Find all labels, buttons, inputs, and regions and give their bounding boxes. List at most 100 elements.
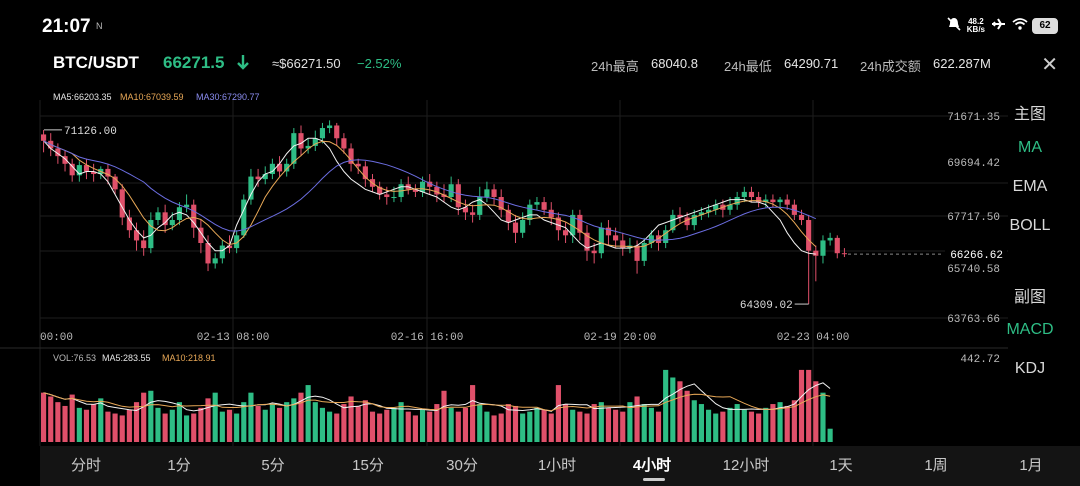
candle-down — [620, 240, 626, 249]
arrow-down-icon — [236, 54, 250, 75]
side-menu-ema[interactable]: EMA — [1012, 178, 1048, 195]
candle-down — [798, 214, 805, 221]
side-menu-macd[interactable]: MACD — [1006, 321, 1054, 338]
tab-30m[interactable]: 30分 — [446, 457, 478, 474]
tab-timeline[interactable]: 分时 — [70, 457, 101, 474]
side-menu-main: 主图 — [1013, 106, 1046, 123]
volume-bar — [262, 409, 268, 442]
volume-bar — [148, 390, 154, 442]
volume-bar — [119, 415, 125, 442]
volume-bar — [827, 428, 833, 442]
volume-bar — [176, 402, 183, 442]
candle-down — [362, 166, 368, 180]
x-axis-label: 00:00 — [40, 332, 73, 344]
candle-down — [770, 199, 776, 203]
volume-bar — [48, 396, 54, 442]
volume-bar — [620, 411, 626, 442]
x-axis-label: 02-19 20:00 — [584, 332, 657, 344]
volume-bar — [748, 411, 755, 442]
side-menu-kdj[interactable]: KDJ — [1014, 360, 1046, 377]
candle-up — [234, 235, 240, 249]
y-axis-label: 67717.50 — [947, 212, 1000, 224]
volume-bar — [641, 404, 647, 442]
side-menu-ma[interactable]: MA — [1018, 139, 1042, 156]
candle-down — [276, 163, 283, 172]
y-axis-label: 71671.35 — [947, 112, 1000, 124]
tab-12h[interactable]: 12小时 — [722, 457, 770, 474]
trading-pair[interactable]: BTC/USDT — [53, 53, 139, 72]
tab-1m[interactable]: 1分 — [167, 457, 191, 474]
high-value: 68040.8 — [651, 56, 698, 71]
tab-1w[interactable]: 1周 — [924, 457, 948, 474]
candle-up — [419, 181, 426, 192]
candle-up — [305, 145, 311, 149]
volume-bar — [269, 404, 275, 442]
volume-bar — [448, 407, 454, 442]
candle-up — [76, 165, 82, 176]
volume-bar — [484, 411, 490, 442]
tab-1d[interactable]: 1天 — [829, 457, 853, 474]
side-menu-boll[interactable]: BOLL — [1009, 217, 1051, 234]
volume-bar — [169, 409, 175, 442]
candle-down — [756, 197, 762, 203]
candle-down — [512, 222, 519, 233]
candle-down — [112, 176, 118, 190]
y-axis-label: 69694.42 — [947, 158, 1000, 170]
candle-up — [248, 176, 254, 200]
volume-bar — [462, 407, 469, 442]
ma5-line — [43, 137, 816, 255]
vol-ma5-line — [43, 382, 831, 412]
volume-bar — [777, 402, 783, 442]
candle-down — [591, 250, 597, 254]
vol-ma5-legend: MA5:283.55 — [102, 353, 151, 363]
tab-1mo[interactable]: 1月 — [1019, 457, 1043, 474]
close-icon[interactable]: ✕ — [1041, 54, 1058, 76]
candle-down — [605, 227, 612, 236]
candle-up — [176, 207, 183, 221]
volume-bar — [770, 404, 776, 442]
tab-15m[interactable]: 15分 — [352, 457, 384, 474]
candle-up — [155, 212, 161, 221]
candle-down — [841, 253, 847, 255]
candle-down — [119, 189, 125, 218]
timeframe-tabs — [40, 446, 1080, 486]
candle-up — [477, 197, 483, 215]
volume-bar — [276, 407, 283, 442]
candle-up — [641, 242, 647, 261]
candle-down — [205, 242, 211, 264]
candle-up — [312, 138, 318, 146]
volume-axis-label: 442.72 — [960, 354, 1000, 366]
candle-down — [255, 176, 261, 180]
candle-down — [91, 171, 97, 175]
volume-bar — [105, 411, 111, 442]
tab-1h[interactable]: 1小时 — [537, 457, 577, 474]
volume-bar — [212, 392, 218, 442]
candle-up — [777, 199, 783, 203]
candle-down — [105, 168, 111, 177]
candle-down — [133, 230, 140, 241]
candle-up — [691, 214, 697, 226]
last-price: 66271.5 — [163, 53, 225, 72]
candle-up — [705, 209, 712, 213]
tab-5m[interactable]: 5分 — [261, 457, 285, 474]
last-price-tag — [945, 246, 1007, 263]
volume-bar — [312, 402, 318, 442]
volume-bar — [684, 390, 690, 442]
volume-value: 622.287M — [933, 56, 991, 71]
volume-bars — [41, 369, 833, 442]
tab-4h[interactable]: 4小时 — [632, 457, 672, 474]
candle-down — [491, 189, 497, 198]
candle-down — [577, 214, 583, 233]
y-axis-label: 63763.66 — [947, 314, 1000, 326]
volume-bar — [634, 396, 640, 442]
volume-bar — [784, 405, 790, 442]
candle-up — [763, 199, 769, 203]
volume-bar — [219, 411, 225, 442]
price-chart[interactable]: 71671.35 69694.42 67717.50 65740.58 63763.66… — [0, 100, 1008, 446]
wifi-icon — [1012, 18, 1028, 33]
high-label: 24h最高 — [591, 59, 639, 74]
volume-bar — [155, 407, 161, 442]
volume-bar — [655, 411, 662, 442]
candle-up — [391, 197, 397, 199]
candle-down — [784, 199, 790, 205]
